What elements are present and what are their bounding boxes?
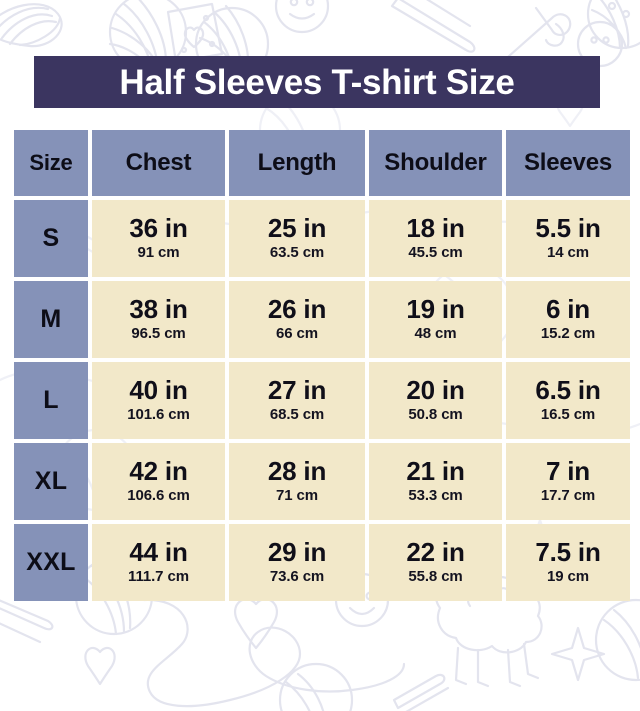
shoulder-centimeters: 48 cm <box>414 325 457 343</box>
shoulder-value-cell: 18 in 45.5 cm <box>369 200 502 277</box>
length-inches: 25 in <box>267 213 327 244</box>
chest-centimeters: 91 cm <box>137 244 180 262</box>
column-header-length: Length <box>229 130 365 196</box>
sleeves-centimeters: 16.5 cm <box>540 406 596 424</box>
size-label: M <box>14 281 88 358</box>
chest-value-cell: 44 in 111.7 cm <box>92 524 225 601</box>
shoulder-value-cell: 19 in 48 cm <box>369 281 502 358</box>
page-title: Half Sleeves T-shirt Size <box>119 62 515 102</box>
sleeves-centimeters: 17.7 cm <box>540 487 596 505</box>
shoulder-inches: 20 in <box>406 375 465 406</box>
size-label: XL <box>14 443 88 520</box>
length-value-cell: 29 in 73.6 cm <box>229 524 365 601</box>
shoulder-centimeters: 45.5 cm <box>408 244 463 262</box>
chest-value-cell: 40 in 101.6 cm <box>92 362 225 439</box>
length-centimeters: 73.6 cm <box>269 568 325 586</box>
shoulder-value-cell: 22 in 55.8 cm <box>369 524 502 601</box>
shoulder-inches: 19 in <box>406 294 465 325</box>
sleeves-value-cell: 7.5 in 19 cm <box>506 524 630 601</box>
column-header-shoulder: Shoulder <box>369 130 502 196</box>
sleeves-centimeters: 14 cm <box>546 244 590 262</box>
sleeves-inches: 7 in <box>546 456 590 487</box>
length-centimeters: 66 cm <box>275 325 319 343</box>
length-centimeters: 63.5 cm <box>269 244 325 262</box>
shoulder-value-cell: 20 in 50.8 cm <box>369 362 502 439</box>
chest-centimeters: 111.7 cm <box>128 568 189 586</box>
sleeves-centimeters: 19 cm <box>546 568 590 586</box>
column-header-size: Size <box>14 130 88 196</box>
length-inches: 29 in <box>267 537 327 568</box>
chest-inches: 38 in <box>129 294 188 325</box>
length-value-cell: 26 in 66 cm <box>229 281 365 358</box>
page-title-banner: Half Sleeves T-shirt Size <box>34 56 600 108</box>
column-header-chest: Chest <box>92 130 225 196</box>
chest-inches: 42 in <box>129 456 188 487</box>
chest-centimeters: 106.6 cm <box>127 487 190 505</box>
size-label: XXL <box>14 524 88 601</box>
shoulder-inches: 21 in <box>406 456 465 487</box>
sleeves-inches: 6.5 in <box>535 375 601 406</box>
table-row: M 38 in 96.5 cm 26 in 66 cm 19 in 48 cm … <box>14 281 630 358</box>
sleeves-value-cell: 6.5 in 16.5 cm <box>506 362 630 439</box>
sleeves-value-cell: 6 in 15.2 cm <box>506 281 630 358</box>
chest-inches: 40 in <box>129 375 188 406</box>
length-inches: 26 in <box>267 294 327 325</box>
shoulder-inches: 18 in <box>406 213 465 244</box>
length-value-cell: 28 in 71 cm <box>229 443 365 520</box>
chest-centimeters: 96.5 cm <box>131 325 186 343</box>
chest-inches: 36 in <box>129 213 188 244</box>
chest-value-cell: 38 in 96.5 cm <box>92 281 225 358</box>
sleeves-inches: 7.5 in <box>535 537 601 568</box>
shoulder-inches: 22 in <box>406 537 465 568</box>
chest-centimeters: 101.6 cm <box>127 406 190 424</box>
length-value-cell: 27 in 68.5 cm <box>229 362 365 439</box>
size-label: L <box>14 362 88 439</box>
size-chart-table: Size Chest Length Shoulder Sleeves S 36 … <box>10 126 634 605</box>
sleeves-inches: 5.5 in <box>535 213 601 244</box>
sleeves-value-cell: 7 in 17.7 cm <box>506 443 630 520</box>
sleeves-centimeters: 15.2 cm <box>540 325 596 343</box>
shoulder-centimeters: 55.8 cm <box>408 568 463 586</box>
length-inches: 27 in <box>267 375 327 406</box>
table-row: L 40 in 101.6 cm 27 in 68.5 cm 20 in 50.… <box>14 362 630 439</box>
length-centimeters: 71 cm <box>275 487 319 505</box>
length-value-cell: 25 in 63.5 cm <box>229 200 365 277</box>
length-inches: 28 in <box>267 456 327 487</box>
table-row: XL 42 in 106.6 cm 28 in 71 cm 21 in 53.3… <box>14 443 630 520</box>
chest-inches: 44 in <box>129 537 188 568</box>
table-row: XXL 44 in 111.7 cm 29 in 73.6 cm 22 in 5… <box>14 524 630 601</box>
sleeves-inches: 6 in <box>546 294 590 325</box>
size-label: S <box>14 200 88 277</box>
sleeves-value-cell: 5.5 in 14 cm <box>506 200 630 277</box>
table-body: S 36 in 91 cm 25 in 63.5 cm 18 in 45.5 c… <box>14 200 630 601</box>
table-row: S 36 in 91 cm 25 in 63.5 cm 18 in 45.5 c… <box>14 200 630 277</box>
column-header-sleeves: Sleeves <box>506 130 630 196</box>
chest-value-cell: 36 in 91 cm <box>92 200 225 277</box>
shoulder-value-cell: 21 in 53.3 cm <box>369 443 502 520</box>
shoulder-centimeters: 53.3 cm <box>408 487 463 505</box>
table-header: Size Chest Length Shoulder Sleeves <box>14 130 630 196</box>
table-header-row: Size Chest Length Shoulder Sleeves <box>14 130 630 196</box>
chest-value-cell: 42 in 106.6 cm <box>92 443 225 520</box>
shoulder-centimeters: 50.8 cm <box>408 406 463 424</box>
length-centimeters: 68.5 cm <box>269 406 325 424</box>
